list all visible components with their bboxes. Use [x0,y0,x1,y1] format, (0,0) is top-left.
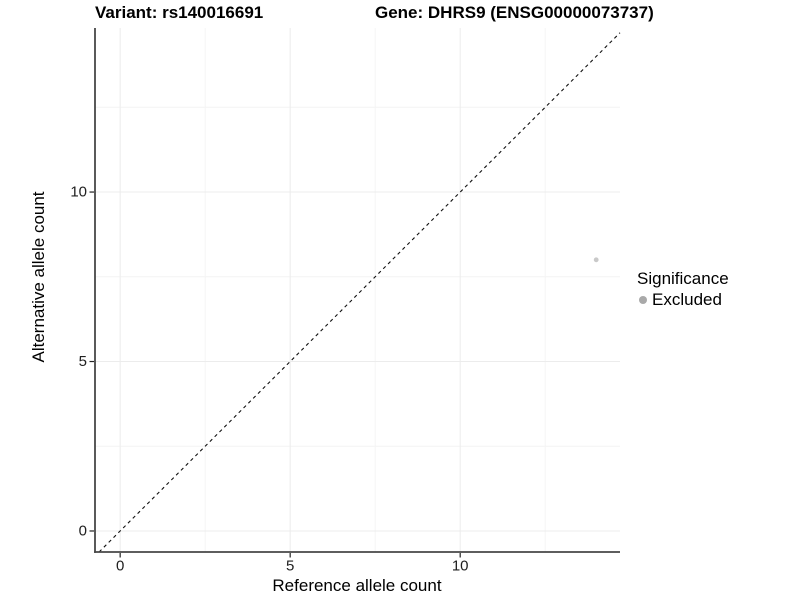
x-axis-title: Reference allele count [272,576,441,595]
legend-title: Significance [637,269,729,288]
y-tick-label: 5 [79,353,87,370]
y-axis-title: Alternative allele count [29,191,48,362]
x-tick-label: 5 [286,557,294,574]
plot-panel: 0 5 10 0 5 10 [70,28,621,574]
data-point [593,257,599,263]
plot-title-gene: Gene: DHRS9 (ENSG00000073737) [375,3,654,22]
plot-title-variant: Variant: rs140016691 [95,3,264,22]
y-tick-label: 10 [70,184,87,201]
legend-item-label: Excluded [652,290,722,309]
x-tick-label: 0 [116,557,124,574]
legend-item-excluded: Excluded [636,290,729,309]
identity-line [98,32,621,553]
x-tick-label: 10 [452,557,469,574]
legend: Significance Excluded [636,269,729,309]
y-tick-label: 0 [79,522,87,539]
legend-point-icon [639,295,647,304]
